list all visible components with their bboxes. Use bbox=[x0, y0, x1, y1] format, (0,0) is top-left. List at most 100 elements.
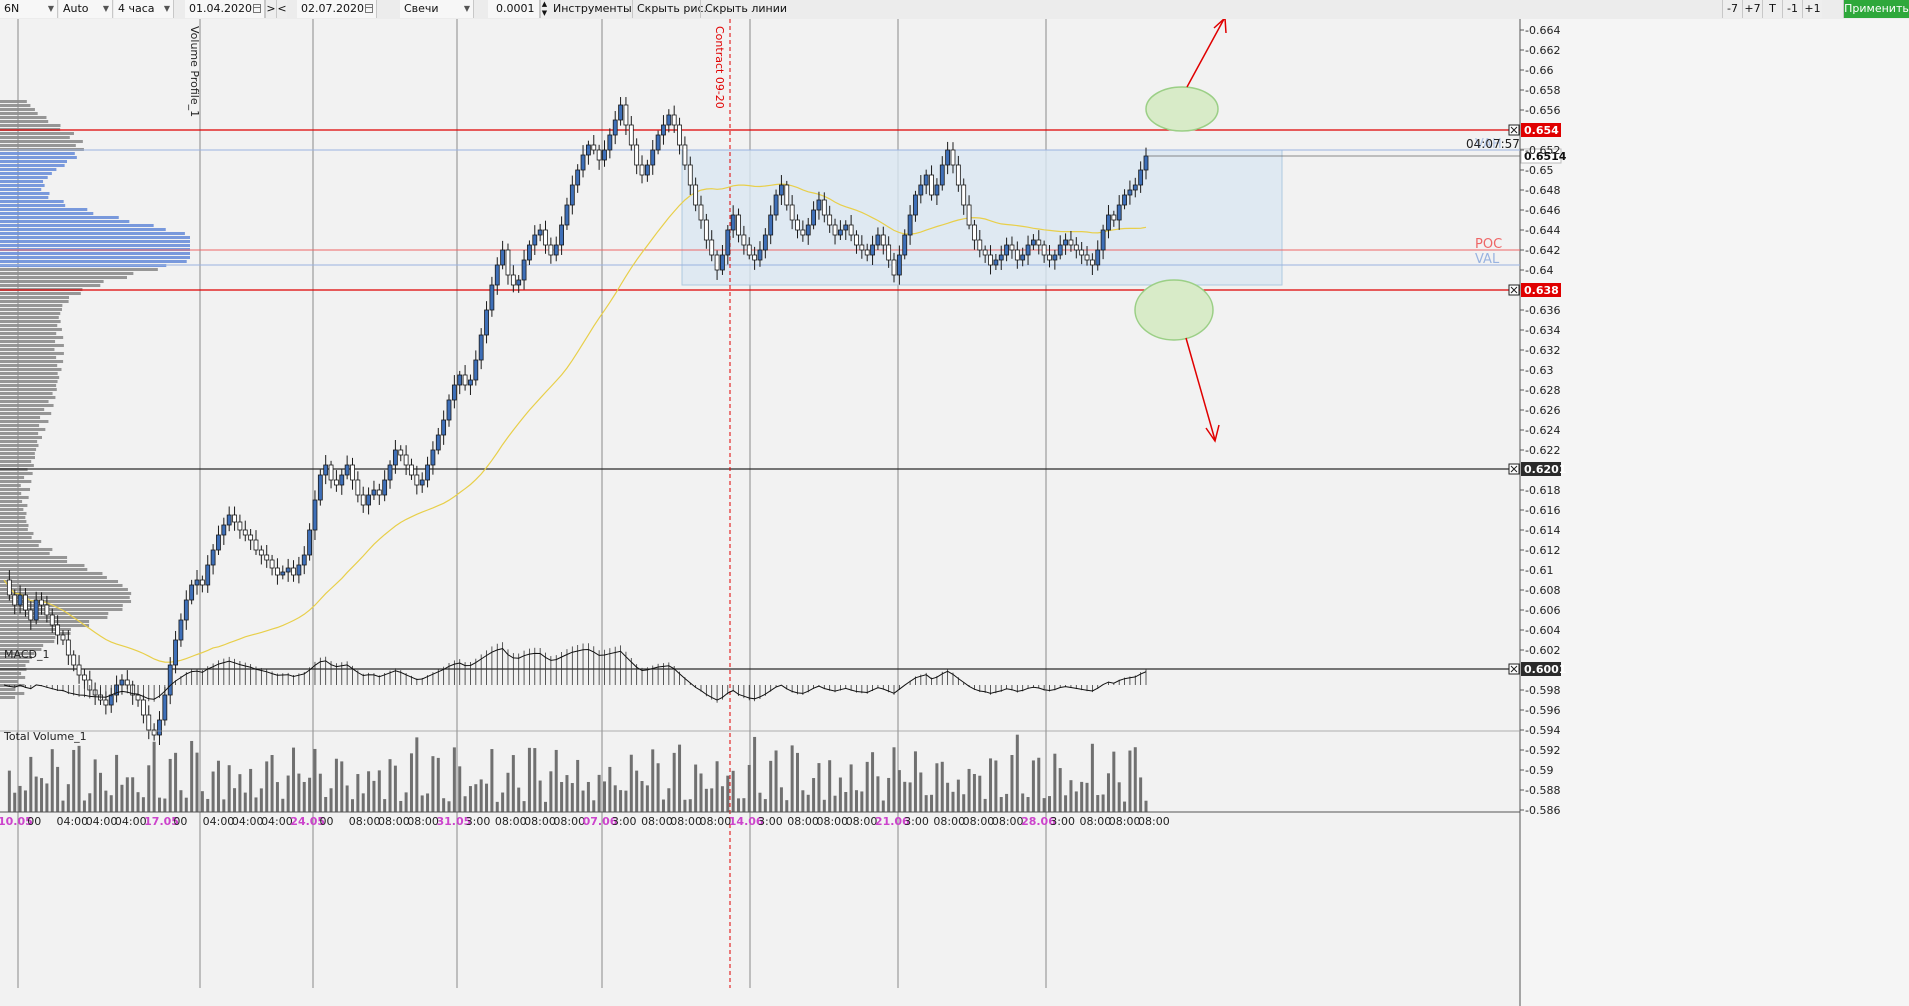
candle-body bbox=[65, 639, 71, 656]
candle-body bbox=[280, 571, 286, 576]
profile-bar bbox=[0, 136, 70, 139]
profile-bar bbox=[0, 452, 35, 455]
volume-bar bbox=[275, 782, 279, 812]
profile-bar bbox=[0, 192, 50, 195]
volume-bar bbox=[72, 749, 76, 812]
candle-body bbox=[602, 149, 607, 161]
candle-body bbox=[896, 254, 902, 276]
candle-body bbox=[591, 144, 597, 151]
volume-bar bbox=[458, 766, 462, 812]
volume-bar bbox=[1090, 743, 1094, 812]
timeframe-select[interactable]: 4 часа ▼ bbox=[114, 0, 174, 18]
profile-bar bbox=[0, 108, 35, 111]
zoom-plus-1-button[interactable]: +1 bbox=[1802, 0, 1822, 18]
volume-bar bbox=[892, 747, 896, 812]
candle-body bbox=[902, 234, 908, 256]
candle-body bbox=[516, 279, 522, 286]
candle-body bbox=[258, 549, 264, 556]
volume-bar bbox=[340, 761, 344, 812]
price-tick-label: -0.602 bbox=[1525, 644, 1560, 657]
volume-bar bbox=[77, 745, 81, 812]
price-tick-label: -0.644 bbox=[1525, 224, 1560, 237]
volume-bar bbox=[13, 792, 17, 812]
candle-body bbox=[730, 214, 736, 231]
zoom-minus-1-button[interactable]: -1 bbox=[1782, 0, 1802, 18]
candle-body bbox=[468, 379, 473, 386]
volume-bar bbox=[211, 771, 215, 812]
time-tick-label: 14.06 bbox=[729, 815, 764, 828]
candle-body bbox=[945, 149, 951, 166]
zoom-plus-7-button[interactable]: +7 bbox=[1742, 0, 1762, 18]
calendar-icon[interactable] bbox=[365, 4, 373, 13]
candle-body bbox=[178, 619, 184, 641]
tick-size-field[interactable]: 0.0001 bbox=[488, 0, 540, 18]
date-to-field[interactable]: 02.07.2020 bbox=[297, 0, 377, 18]
volume-bar bbox=[715, 761, 719, 812]
profile-bar bbox=[0, 664, 26, 667]
instrument-select[interactable]: 6N ▼ bbox=[0, 0, 58, 18]
price-axis-panel bbox=[1520, 19, 1909, 1006]
profile-bar bbox=[0, 512, 27, 515]
profile-bar bbox=[0, 528, 28, 531]
next-button[interactable]: > bbox=[265, 0, 276, 18]
hide-lines-button[interactable]: Скрыть линии bbox=[700, 0, 787, 18]
time-tick-label: 08:00 bbox=[1138, 815, 1170, 828]
timeframe-value: 4 часа bbox=[118, 2, 155, 15]
candle-body bbox=[253, 539, 259, 551]
volume-bar bbox=[989, 758, 993, 812]
instruments-button[interactable]: Инструменты bbox=[553, 2, 632, 15]
volume-bar bbox=[404, 792, 408, 812]
profile-bar bbox=[0, 416, 41, 419]
calendar-icon[interactable] bbox=[253, 4, 261, 13]
zoom-minus-7-button[interactable]: -7 bbox=[1722, 0, 1742, 18]
profile-bar bbox=[0, 124, 61, 127]
profile-bar bbox=[0, 660, 30, 663]
candle-body bbox=[961, 184, 967, 206]
date-from-field[interactable]: 01.04.2020 bbox=[185, 0, 265, 18]
scale-value: Auto bbox=[63, 2, 89, 15]
profile-bar bbox=[0, 508, 24, 511]
scale-select[interactable]: Auto ▼ bbox=[59, 0, 113, 18]
chart-type-select[interactable]: Свечи ▼ bbox=[400, 0, 474, 18]
candle-body bbox=[639, 164, 645, 176]
candle-body bbox=[194, 579, 200, 586]
time-tick-label: 04:00 bbox=[261, 815, 293, 828]
volume-bar bbox=[329, 788, 333, 812]
price-tick-label: -0.606 bbox=[1525, 604, 1560, 617]
apply-button[interactable]: Применить bbox=[1843, 0, 1909, 18]
volume-bar bbox=[1128, 750, 1132, 812]
current-price-tag bbox=[1520, 148, 1562, 164]
candle-body bbox=[628, 124, 634, 146]
volume-bar bbox=[1031, 760, 1035, 812]
profile-bar bbox=[0, 552, 50, 555]
zoom-t-button[interactable]: T bbox=[1762, 0, 1782, 18]
prev-button[interactable]: < bbox=[276, 0, 287, 18]
candle-body bbox=[12, 594, 18, 606]
tick-stepper[interactable]: ▲ ▼ bbox=[540, 0, 548, 18]
arrow-down-head bbox=[1205, 424, 1220, 443]
volume-bar bbox=[962, 794, 966, 812]
price-tick-label: -0.624 bbox=[1525, 424, 1560, 437]
volume-bar bbox=[1096, 795, 1100, 812]
contract-label: Contract 09-20 bbox=[713, 26, 726, 109]
candle-body bbox=[1052, 254, 1058, 261]
profile-bar bbox=[0, 688, 16, 691]
candle-body bbox=[532, 234, 538, 246]
volume-bar bbox=[1112, 751, 1116, 812]
hide-drawings-button[interactable]: Скрыть рис. bbox=[632, 0, 707, 18]
volume-bar bbox=[758, 792, 762, 812]
candle-body bbox=[1143, 155, 1149, 171]
profile-bar bbox=[0, 412, 52, 415]
candle-body bbox=[221, 524, 227, 536]
candle-body bbox=[559, 224, 564, 246]
volume-bar bbox=[903, 781, 907, 812]
volume-bar bbox=[259, 788, 263, 812]
volume-bar bbox=[844, 791, 848, 812]
candle-body bbox=[875, 234, 881, 246]
candle-body bbox=[140, 699, 146, 716]
volume-bar bbox=[1123, 801, 1127, 812]
profile-bar bbox=[0, 420, 49, 423]
volume-bar bbox=[1010, 755, 1014, 812]
candle-body bbox=[762, 234, 768, 251]
